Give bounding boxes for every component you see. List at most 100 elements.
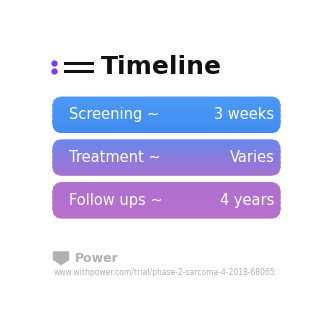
FancyBboxPatch shape: [52, 171, 281, 172]
FancyBboxPatch shape: [52, 158, 281, 159]
FancyBboxPatch shape: [52, 121, 281, 122]
FancyBboxPatch shape: [52, 187, 281, 188]
Text: 4 years: 4 years: [220, 193, 274, 208]
FancyBboxPatch shape: [52, 194, 281, 195]
FancyBboxPatch shape: [52, 215, 281, 216]
FancyBboxPatch shape: [52, 128, 281, 129]
FancyBboxPatch shape: [52, 129, 281, 130]
FancyBboxPatch shape: [52, 143, 281, 144]
Text: Timeline: Timeline: [101, 55, 222, 79]
FancyBboxPatch shape: [52, 207, 281, 208]
FancyBboxPatch shape: [52, 194, 281, 195]
FancyBboxPatch shape: [52, 115, 281, 116]
FancyBboxPatch shape: [52, 141, 281, 142]
FancyBboxPatch shape: [52, 131, 281, 132]
FancyBboxPatch shape: [52, 157, 281, 158]
FancyBboxPatch shape: [52, 191, 281, 192]
FancyBboxPatch shape: [52, 202, 281, 203]
FancyBboxPatch shape: [52, 156, 281, 157]
FancyBboxPatch shape: [52, 174, 281, 175]
Text: 3 weeks: 3 weeks: [214, 107, 274, 122]
FancyBboxPatch shape: [52, 111, 281, 112]
FancyBboxPatch shape: [52, 110, 281, 111]
FancyBboxPatch shape: [52, 163, 281, 164]
FancyBboxPatch shape: [52, 202, 281, 203]
FancyBboxPatch shape: [52, 150, 281, 151]
FancyBboxPatch shape: [52, 122, 281, 123]
FancyBboxPatch shape: [52, 201, 281, 202]
FancyBboxPatch shape: [52, 211, 281, 212]
FancyBboxPatch shape: [52, 203, 281, 204]
Text: www.withpower.com/trial/phase-2-sarcoma-4-2018-68065: www.withpower.com/trial/phase-2-sarcoma-…: [54, 267, 276, 277]
FancyBboxPatch shape: [52, 185, 281, 186]
FancyBboxPatch shape: [52, 193, 281, 194]
FancyBboxPatch shape: [52, 146, 281, 147]
FancyBboxPatch shape: [52, 172, 281, 173]
FancyBboxPatch shape: [52, 141, 281, 142]
FancyBboxPatch shape: [52, 122, 281, 123]
FancyBboxPatch shape: [52, 210, 281, 211]
FancyBboxPatch shape: [52, 168, 281, 169]
FancyBboxPatch shape: [52, 164, 281, 165]
FancyBboxPatch shape: [52, 214, 281, 215]
FancyBboxPatch shape: [52, 209, 281, 210]
FancyBboxPatch shape: [52, 143, 281, 144]
FancyBboxPatch shape: [52, 158, 281, 159]
Polygon shape: [54, 252, 68, 265]
FancyBboxPatch shape: [52, 217, 281, 218]
FancyBboxPatch shape: [52, 115, 281, 116]
FancyBboxPatch shape: [52, 162, 281, 163]
FancyBboxPatch shape: [52, 218, 281, 219]
FancyBboxPatch shape: [52, 159, 281, 160]
FancyBboxPatch shape: [52, 155, 281, 156]
FancyBboxPatch shape: [52, 173, 281, 174]
FancyBboxPatch shape: [52, 98, 281, 99]
FancyBboxPatch shape: [52, 197, 281, 198]
FancyBboxPatch shape: [52, 116, 281, 117]
FancyBboxPatch shape: [52, 113, 281, 114]
FancyBboxPatch shape: [52, 118, 281, 119]
FancyBboxPatch shape: [52, 186, 281, 187]
FancyBboxPatch shape: [52, 145, 281, 146]
FancyBboxPatch shape: [52, 114, 281, 115]
FancyBboxPatch shape: [52, 200, 281, 201]
FancyBboxPatch shape: [52, 167, 281, 168]
FancyBboxPatch shape: [52, 107, 281, 108]
FancyBboxPatch shape: [52, 165, 281, 166]
FancyBboxPatch shape: [52, 216, 281, 217]
Text: Treatment ~: Treatment ~: [68, 150, 160, 165]
FancyBboxPatch shape: [52, 132, 281, 133]
FancyBboxPatch shape: [52, 174, 281, 175]
FancyBboxPatch shape: [52, 187, 281, 188]
FancyBboxPatch shape: [52, 162, 281, 163]
FancyBboxPatch shape: [52, 215, 281, 216]
FancyBboxPatch shape: [52, 112, 281, 113]
FancyBboxPatch shape: [52, 195, 281, 196]
FancyBboxPatch shape: [52, 113, 281, 114]
FancyBboxPatch shape: [52, 214, 281, 215]
Text: Screening ~: Screening ~: [68, 107, 159, 122]
FancyBboxPatch shape: [52, 142, 281, 143]
FancyBboxPatch shape: [52, 140, 281, 141]
FancyBboxPatch shape: [52, 101, 281, 102]
FancyBboxPatch shape: [52, 156, 281, 157]
FancyBboxPatch shape: [52, 154, 281, 155]
FancyBboxPatch shape: [52, 213, 281, 214]
FancyBboxPatch shape: [52, 196, 281, 197]
FancyBboxPatch shape: [52, 142, 281, 143]
FancyBboxPatch shape: [52, 189, 281, 190]
FancyBboxPatch shape: [52, 175, 281, 176]
FancyBboxPatch shape: [52, 149, 281, 150]
FancyBboxPatch shape: [52, 99, 281, 100]
FancyBboxPatch shape: [52, 107, 281, 108]
FancyBboxPatch shape: [52, 207, 281, 208]
FancyBboxPatch shape: [52, 200, 281, 201]
FancyBboxPatch shape: [52, 199, 281, 200]
FancyBboxPatch shape: [52, 206, 281, 207]
FancyBboxPatch shape: [52, 169, 281, 170]
FancyBboxPatch shape: [52, 161, 281, 162]
FancyBboxPatch shape: [52, 185, 281, 186]
FancyBboxPatch shape: [52, 100, 281, 101]
FancyBboxPatch shape: [52, 111, 281, 112]
FancyBboxPatch shape: [52, 212, 281, 213]
